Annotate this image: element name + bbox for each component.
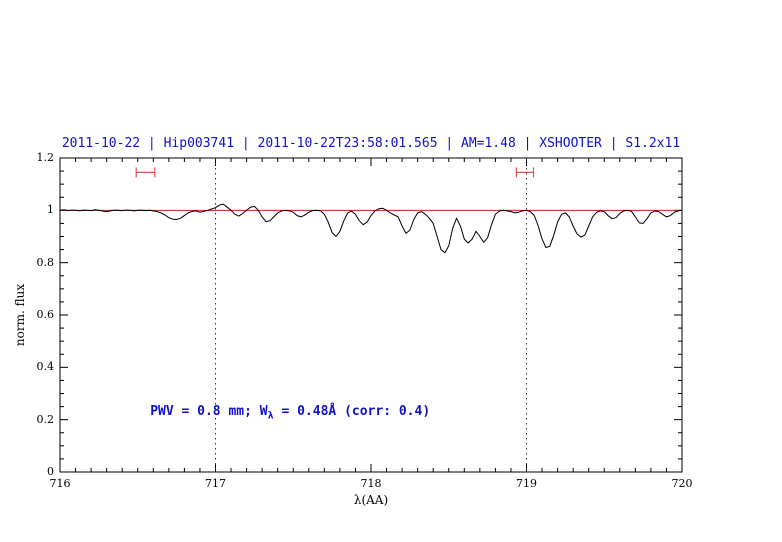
pwv-annotation-suffix: = 0.48Å (corr: 0.4) <box>273 404 431 420</box>
pwv-annotation: PWV = 0.8 mm; Wλ = 0.48Å (corr: 0.4) <box>150 404 430 422</box>
y-tick-label: 0.4 <box>36 360 55 374</box>
plot-title: 2011-10-22 | Hip003741 | 2011-10-22T23:5… <box>61 136 681 151</box>
y-tick-label: 0.6 <box>36 308 55 321</box>
plot-frame <box>59 157 683 473</box>
range-errorbar-marker <box>135 167 156 178</box>
x-tick-label: 717 <box>205 477 226 490</box>
y-tick-label: 1.2 <box>36 151 55 164</box>
x-tick-label: 719 <box>516 477 537 490</box>
y-tick-label: 0 <box>47 465 54 478</box>
pwv-annotation-subscript: λ <box>267 410 274 422</box>
pwv-annotation-prefix: PWV = 0.8 mm; W <box>150 404 268 420</box>
spectrum-line <box>59 203 683 254</box>
x-tick-label: 718 <box>360 477 382 490</box>
y-tick-label: 1 <box>47 203 54 217</box>
y-tick-label: 0.2 <box>36 412 55 426</box>
range-errorbar-marker <box>515 167 535 178</box>
y-tick-label: 0.8 <box>36 255 55 269</box>
x-tick-label: 720 <box>671 477 693 490</box>
axis-ticks <box>59 157 683 473</box>
x-axis-label: λ(AA) <box>353 493 389 507</box>
x-tick-label: 716 <box>49 477 71 490</box>
